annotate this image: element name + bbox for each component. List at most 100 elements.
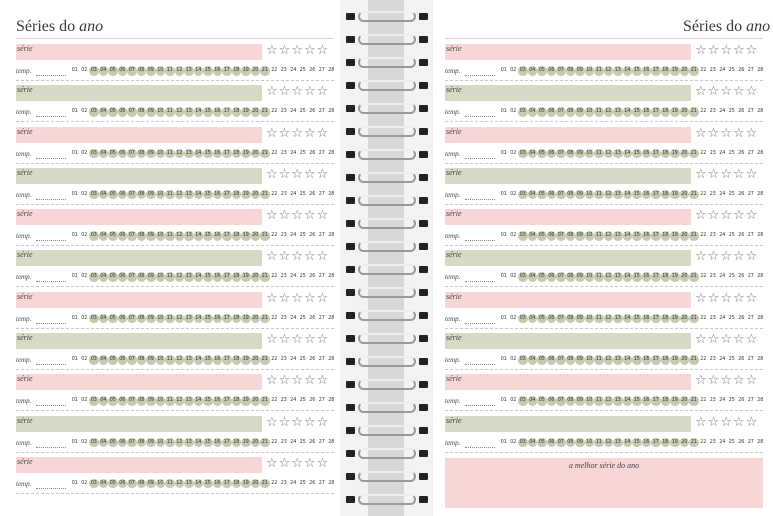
episode-circle[interactable]: 10: [155, 355, 165, 365]
episode-circle[interactable]: 19: [670, 231, 680, 241]
episode-circle[interactable]: 01: [71, 357, 78, 363]
season-field[interactable]: [465, 157, 495, 159]
episode-circle[interactable]: 18: [660, 148, 670, 159]
episode-circle[interactable]: 27: [318, 274, 325, 280]
episode-circle[interactable]: 06: [546, 355, 556, 365]
episode-circle[interactable]: 06: [117, 355, 127, 365]
episode-circle[interactable]: 13: [613, 66, 623, 76]
episode-circle[interactable]: 17: [222, 107, 232, 117]
episode-circle[interactable]: 12: [603, 107, 613, 117]
season-field[interactable]: [465, 446, 495, 448]
episode-circle[interactable]: 23: [709, 191, 716, 197]
episode-circle[interactable]: 28: [757, 398, 764, 404]
episode-circle[interactable]: 10: [584, 148, 594, 159]
episode-circle[interactable]: 05: [108, 437, 118, 448]
episode-circle[interactable]: 25: [299, 398, 306, 404]
star-icon[interactable]: ☆: [745, 43, 758, 58]
star-icon[interactable]: ☆: [266, 414, 278, 430]
season-field[interactable]: [36, 446, 66, 448]
episode-circle[interactable]: 25: [728, 315, 735, 321]
episode-circle[interactable]: 19: [670, 148, 680, 159]
episode-circle[interactable]: 01: [500, 191, 507, 197]
season-field[interactable]: [465, 240, 495, 242]
episode-circle[interactable]: 19: [241, 189, 251, 200]
episode-circle[interactable]: 22: [700, 109, 707, 115]
episode-circle[interactable]: 11: [165, 107, 175, 117]
episode-circle[interactable]: 25: [299, 109, 306, 115]
serie-name-field[interactable]: [445, 333, 691, 350]
episode-circle[interactable]: 12: [603, 272, 613, 282]
episode-circle[interactable]: 13: [184, 437, 194, 448]
episode-circle[interactable]: 19: [241, 313, 251, 324]
episode-circle[interactable]: 07: [556, 355, 566, 365]
episode-circle[interactable]: 18: [660, 396, 670, 406]
episode-circle[interactable]: 09: [146, 396, 156, 406]
episode-circle[interactable]: 10: [155, 313, 165, 324]
episode-circle[interactable]: 28: [328, 357, 335, 363]
episode-circle[interactable]: 20: [679, 272, 689, 282]
star-icon[interactable]: ☆: [278, 125, 291, 141]
star-icon[interactable]: ☆: [732, 249, 745, 265]
star-icon[interactable]: ☆: [707, 290, 720, 306]
episode-circle[interactable]: 08: [565, 272, 575, 282]
episode-circle[interactable]: 01: [500, 150, 507, 156]
episode-circle[interactable]: 09: [575, 66, 585, 76]
episode-circle[interactable]: 19: [670, 355, 680, 365]
star-icon[interactable]: ☆: [695, 290, 707, 306]
episode-circle[interactable]: 02: [510, 274, 517, 280]
star-icon[interactable]: ☆: [303, 208, 316, 224]
episode-circle[interactable]: 08: [565, 148, 575, 159]
episode-circle[interactable]: 09: [146, 313, 156, 324]
episode-circle[interactable]: 26: [738, 191, 745, 197]
star-icon[interactable]: ☆: [707, 166, 720, 182]
episode-circle[interactable]: 02: [81, 398, 88, 404]
episode-circle[interactable]: 24: [290, 109, 297, 115]
episode-circle[interactable]: 26: [738, 109, 745, 115]
episode-circle[interactable]: 05: [537, 148, 547, 159]
episode-circle[interactable]: 03: [518, 272, 528, 282]
episode-circle[interactable]: 28: [328, 191, 335, 197]
episode-circle[interactable]: 17: [222, 189, 232, 200]
episode-circle[interactable]: 23: [709, 109, 716, 115]
episode-circle[interactable]: 12: [174, 396, 184, 406]
episode-circle[interactable]: 23: [280, 274, 287, 280]
episode-circle[interactable]: 17: [651, 107, 661, 117]
episode-circle[interactable]: 05: [108, 66, 118, 76]
episode-circle[interactable]: 19: [241, 437, 251, 448]
episode-circle[interactable]: 17: [222, 272, 232, 282]
episode-circle[interactable]: 21: [260, 396, 270, 406]
episode-circle[interactable]: 22: [700, 439, 707, 445]
serie-name-field[interactable]: [16, 415, 262, 432]
serie-name-field[interactable]: [16, 250, 262, 267]
episode-circle[interactable]: 25: [299, 150, 306, 156]
star-icon[interactable]: ☆: [316, 249, 329, 265]
episode-circle[interactable]: 22: [271, 109, 278, 115]
episode-circle[interactable]: 04: [527, 396, 537, 406]
episode-circle[interactable]: 12: [603, 313, 613, 324]
episode-circle[interactable]: 14: [193, 272, 203, 282]
star-icon[interactable]: ☆: [745, 249, 758, 265]
episode-circle[interactable]: 20: [250, 189, 260, 200]
episode-circle[interactable]: 05: [537, 231, 547, 241]
episode-circle[interactable]: 24: [719, 68, 726, 73]
episode-circle[interactable]: 05: [108, 355, 118, 365]
episode-circle[interactable]: 19: [670, 396, 680, 406]
episode-circle[interactable]: 16: [212, 272, 222, 282]
episode-circle[interactable]: 10: [584, 355, 594, 365]
episode-circle[interactable]: 07: [556, 107, 566, 117]
star-icon[interactable]: ☆: [707, 84, 720, 100]
episode-circle[interactable]: 03: [89, 66, 99, 76]
episode-circle[interactable]: 04: [527, 231, 537, 241]
episode-circle[interactable]: 06: [546, 231, 556, 241]
episode-circle[interactable]: 11: [165, 231, 175, 241]
episode-circle[interactable]: 15: [632, 107, 642, 117]
season-field[interactable]: [465, 281, 495, 283]
episode-circle[interactable]: 04: [98, 66, 108, 76]
episode-circle[interactable]: 28: [328, 274, 335, 280]
episode-circle[interactable]: 26: [309, 68, 316, 73]
episode-circle[interactable]: 25: [728, 150, 735, 156]
season-field[interactable]: [36, 198, 66, 200]
episode-circle[interactable]: 21: [260, 107, 270, 117]
episode-circle[interactable]: 12: [174, 66, 184, 76]
episode-circle[interactable]: 22: [271, 439, 278, 445]
